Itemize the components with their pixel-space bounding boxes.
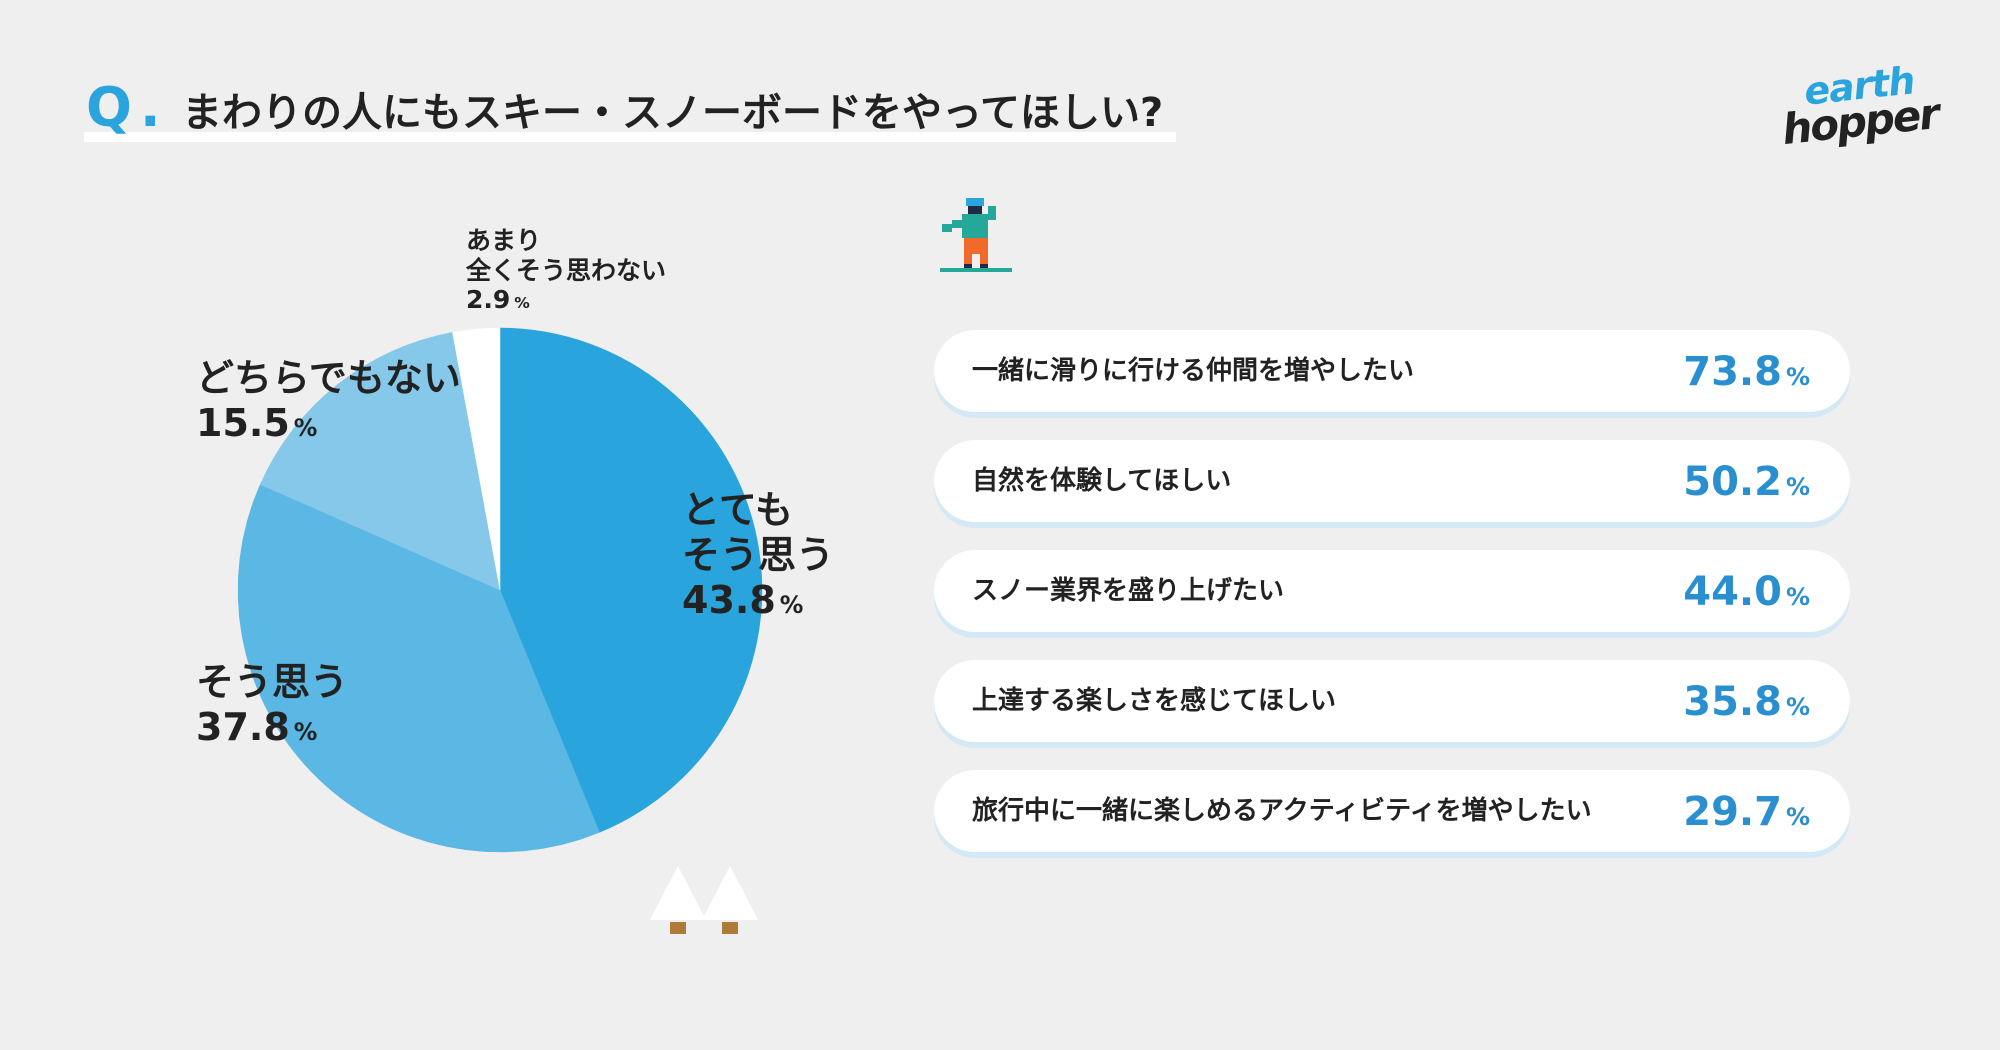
bar-row: 自然を体験してほしい 50.2% (934, 440, 1850, 522)
question-mark-dot: . (140, 76, 161, 139)
earthhopper-logo: earth hopper (1780, 58, 1942, 154)
pie-label-line: あまり (466, 226, 542, 255)
pie-chart (237, 327, 763, 853)
bar-label: 自然を体験してほしい (972, 466, 1232, 496)
bar-value: 29.7% (1683, 770, 1810, 859)
pie-unit: % (293, 717, 318, 746)
pie-label-line: どちらでもない (196, 356, 461, 400)
pie-slice-disagree (452, 327, 501, 591)
bar-value-number: 35.8 (1683, 679, 1782, 725)
pie-label-line: 全くそう思わない (466, 255, 667, 285)
bar-label: 上達する楽しさを感じてほしい (972, 686, 1337, 716)
pie-label-line: そう思う (682, 532, 835, 577)
bar-value-unit: % (1785, 473, 1810, 501)
pie-value: 37.8 (196, 704, 290, 749)
pie-label-strongly-agree: とても そう思う 43.8% (682, 488, 834, 622)
bar-label: スノー業界を盛り上げたい (972, 576, 1285, 606)
question-mark-letter: Q (86, 76, 132, 139)
bar-value-number: 73.8 (1683, 349, 1782, 395)
pie-unit: % (779, 590, 804, 619)
bar-value: 44.0% (1683, 550, 1810, 639)
pie-unit: % (514, 294, 530, 312)
bar-value-unit: % (1785, 363, 1810, 391)
bar-value: 35.8% (1683, 660, 1810, 749)
pie-value: 2.9 (466, 285, 511, 314)
bar-row: 旅行中に一緒に楽しめるアクティビティを増やしたい 29.7% (934, 770, 1850, 852)
bar-value-number: 29.7 (1683, 789, 1782, 835)
bar-value-number: 44.0 (1683, 569, 1782, 615)
bar-value-unit: % (1785, 583, 1810, 611)
bar-label: 旅行中に一緒に楽しめるアクティビティを増やしたい (972, 796, 1592, 826)
pie-value: 15.5 (196, 400, 290, 445)
logo-text-hopper: hopper (1779, 88, 1941, 155)
pie-label-neutral: どちらでもない 15.5% (196, 356, 461, 446)
page-title: まわりの人にもスキー・スノーボードをやってほしい? (182, 90, 1164, 136)
pie-label-disagree: あまり 全くそう思わない 2.9% (466, 226, 666, 315)
bar-row: 一緒に滑りに行ける仲間を増やしたい 73.8% (934, 330, 1850, 412)
bar-value-unit: % (1785, 693, 1810, 721)
snowboarder-icon (940, 198, 1012, 272)
bar-row: スノー業界を盛り上げたい 44.0% (934, 550, 1850, 632)
bar-value: 73.8% (1683, 330, 1810, 419)
bar-value-unit: % (1785, 803, 1810, 831)
pie-unit: % (293, 413, 318, 442)
pie-slice-agree (237, 484, 600, 853)
pie-slice-strongly-agree (499, 327, 763, 833)
pie-label-agree: そう思う 37.8% (196, 660, 348, 750)
pie-label-line: とても (682, 488, 793, 532)
bar-label: 一緒に滑りに行ける仲間を増やしたい (972, 356, 1415, 386)
bar-value-number: 50.2 (1683, 459, 1782, 505)
title-underline (84, 132, 1176, 142)
pie-value: 43.8 (682, 577, 776, 622)
pie-label-line: そう思う (196, 660, 349, 704)
snowy-trees-icon (650, 866, 758, 934)
pie-slice-neutral (259, 332, 501, 591)
bar-row: 上達する楽しさを感じてほしい 35.8% (934, 660, 1850, 742)
bar-value: 50.2% (1683, 440, 1810, 529)
